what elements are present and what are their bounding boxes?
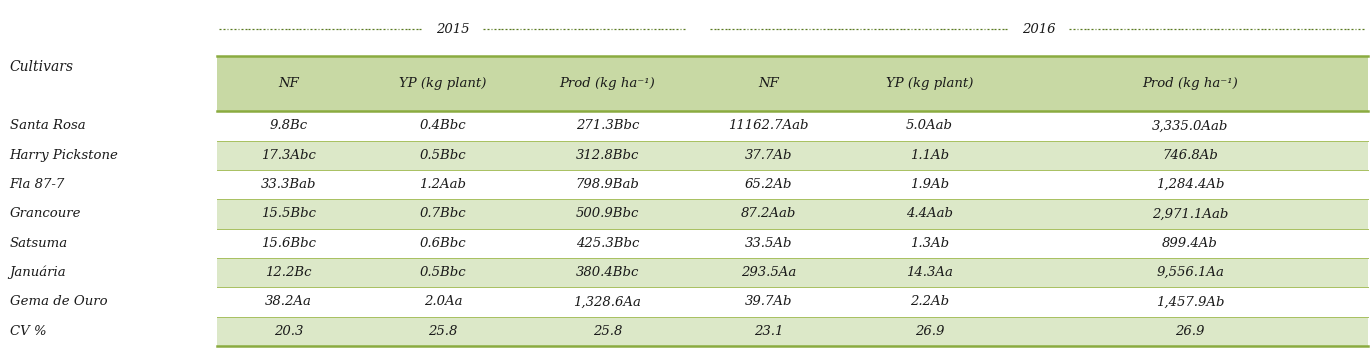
Text: 899.4Ab: 899.4Ab — [1163, 237, 1217, 250]
Text: 2.0Aa: 2.0Aa — [424, 295, 462, 309]
Text: 500.9Bbc: 500.9Bbc — [576, 208, 639, 220]
Text: 1.1Ab: 1.1Ab — [910, 149, 949, 162]
Text: 9.8Bc: 9.8Bc — [270, 119, 307, 132]
Text: Gema de Ouro: Gema de Ouro — [10, 295, 107, 309]
Text: 1.2Aab: 1.2Aab — [420, 178, 466, 191]
Text: 15.6Bbc: 15.6Bbc — [260, 237, 317, 250]
Text: 37.7Ab: 37.7Ab — [744, 149, 792, 162]
Text: Grancoure: Grancoure — [10, 208, 81, 220]
Text: 4.4Aab: 4.4Aab — [906, 208, 953, 220]
Text: 15.5Bbc: 15.5Bbc — [260, 208, 317, 220]
Text: 65.2Ab: 65.2Ab — [744, 178, 792, 191]
Text: 1.9Ab: 1.9Ab — [910, 178, 949, 191]
Text: 293.5Aa: 293.5Aa — [740, 266, 797, 279]
Text: 33.3Bab: 33.3Bab — [260, 178, 317, 191]
Text: Januária: Januária — [10, 266, 66, 279]
Text: 1,328.6Aa: 1,328.6Aa — [573, 295, 642, 309]
Text: 0.5Bbc: 0.5Bbc — [420, 149, 466, 162]
Text: 312.8Bbc: 312.8Bbc — [576, 149, 639, 162]
Text: 5.0Aab: 5.0Aab — [906, 119, 953, 132]
Text: 2,971.1Aab: 2,971.1Aab — [1152, 208, 1228, 220]
Bar — [217, 287, 1368, 317]
Text: 798.9Bab: 798.9Bab — [576, 178, 639, 191]
Text: 26.9: 26.9 — [914, 325, 945, 338]
Text: 0.6Bbc: 0.6Bbc — [420, 237, 466, 250]
Text: YP (kg plant): YP (kg plant) — [886, 77, 973, 90]
Text: Cultivars: Cultivars — [10, 60, 74, 74]
Text: 271.3Bbc: 271.3Bbc — [576, 119, 639, 132]
Text: 3,335.0Aab: 3,335.0Aab — [1152, 119, 1228, 132]
Text: 425.3Bbc: 425.3Bbc — [576, 237, 639, 250]
Text: NF: NF — [758, 77, 779, 90]
Text: 1,457.9Ab: 1,457.9Ab — [1156, 295, 1224, 309]
Text: 1.3Ab: 1.3Ab — [910, 237, 949, 250]
Text: Fla 87-7: Fla 87-7 — [10, 178, 64, 191]
Text: Santa Rosa: Santa Rosa — [10, 119, 85, 132]
Text: 23.1: 23.1 — [754, 325, 783, 338]
Text: 9,556.1Aa: 9,556.1Aa — [1156, 266, 1224, 279]
Text: 12.2Bc: 12.2Bc — [266, 266, 311, 279]
Text: Satsuma: Satsuma — [10, 237, 67, 250]
Text: 0.4Bbc: 0.4Bbc — [420, 119, 466, 132]
Text: 33.5Ab: 33.5Ab — [744, 237, 792, 250]
Text: NF: NF — [278, 77, 299, 90]
Text: 11162.7Aab: 11162.7Aab — [728, 119, 809, 132]
Bar — [217, 229, 1368, 258]
Text: 17.3Abc: 17.3Abc — [260, 149, 317, 162]
Text: Prod (kg ha⁻¹): Prod (kg ha⁻¹) — [1142, 77, 1238, 90]
Text: 38.2Aa: 38.2Aa — [265, 295, 313, 309]
Text: 25.8: 25.8 — [428, 325, 458, 338]
Text: 2016: 2016 — [1023, 23, 1056, 36]
Text: 746.8Ab: 746.8Ab — [1163, 149, 1217, 162]
Text: 39.7Ab: 39.7Ab — [744, 295, 792, 309]
Text: 20.3: 20.3 — [274, 325, 303, 338]
Text: 380.4Bbc: 380.4Bbc — [576, 266, 639, 279]
Text: 2015: 2015 — [436, 23, 470, 36]
Bar — [217, 258, 1368, 287]
Text: 0.7Bbc: 0.7Bbc — [420, 208, 466, 220]
Text: 0.5Bbc: 0.5Bbc — [420, 266, 466, 279]
Text: CV %: CV % — [10, 325, 47, 338]
Text: 1,284.4Ab: 1,284.4Ab — [1156, 178, 1224, 191]
Text: Prod (kg ha⁻¹): Prod (kg ha⁻¹) — [559, 77, 655, 90]
Bar — [217, 317, 1368, 346]
Text: YP (kg plant): YP (kg plant) — [399, 77, 487, 90]
Bar — [217, 56, 1368, 111]
Text: 25.8: 25.8 — [592, 325, 622, 338]
Bar — [217, 140, 1368, 170]
Bar — [217, 199, 1368, 229]
Text: 26.9: 26.9 — [1175, 325, 1205, 338]
Bar — [217, 170, 1368, 199]
Text: 87.2Aab: 87.2Aab — [740, 208, 797, 220]
Text: 14.3Aa: 14.3Aa — [906, 266, 953, 279]
Text: Harry Pickstone: Harry Pickstone — [10, 149, 118, 162]
Bar — [217, 111, 1368, 140]
Text: 2.2Ab: 2.2Ab — [910, 295, 949, 309]
